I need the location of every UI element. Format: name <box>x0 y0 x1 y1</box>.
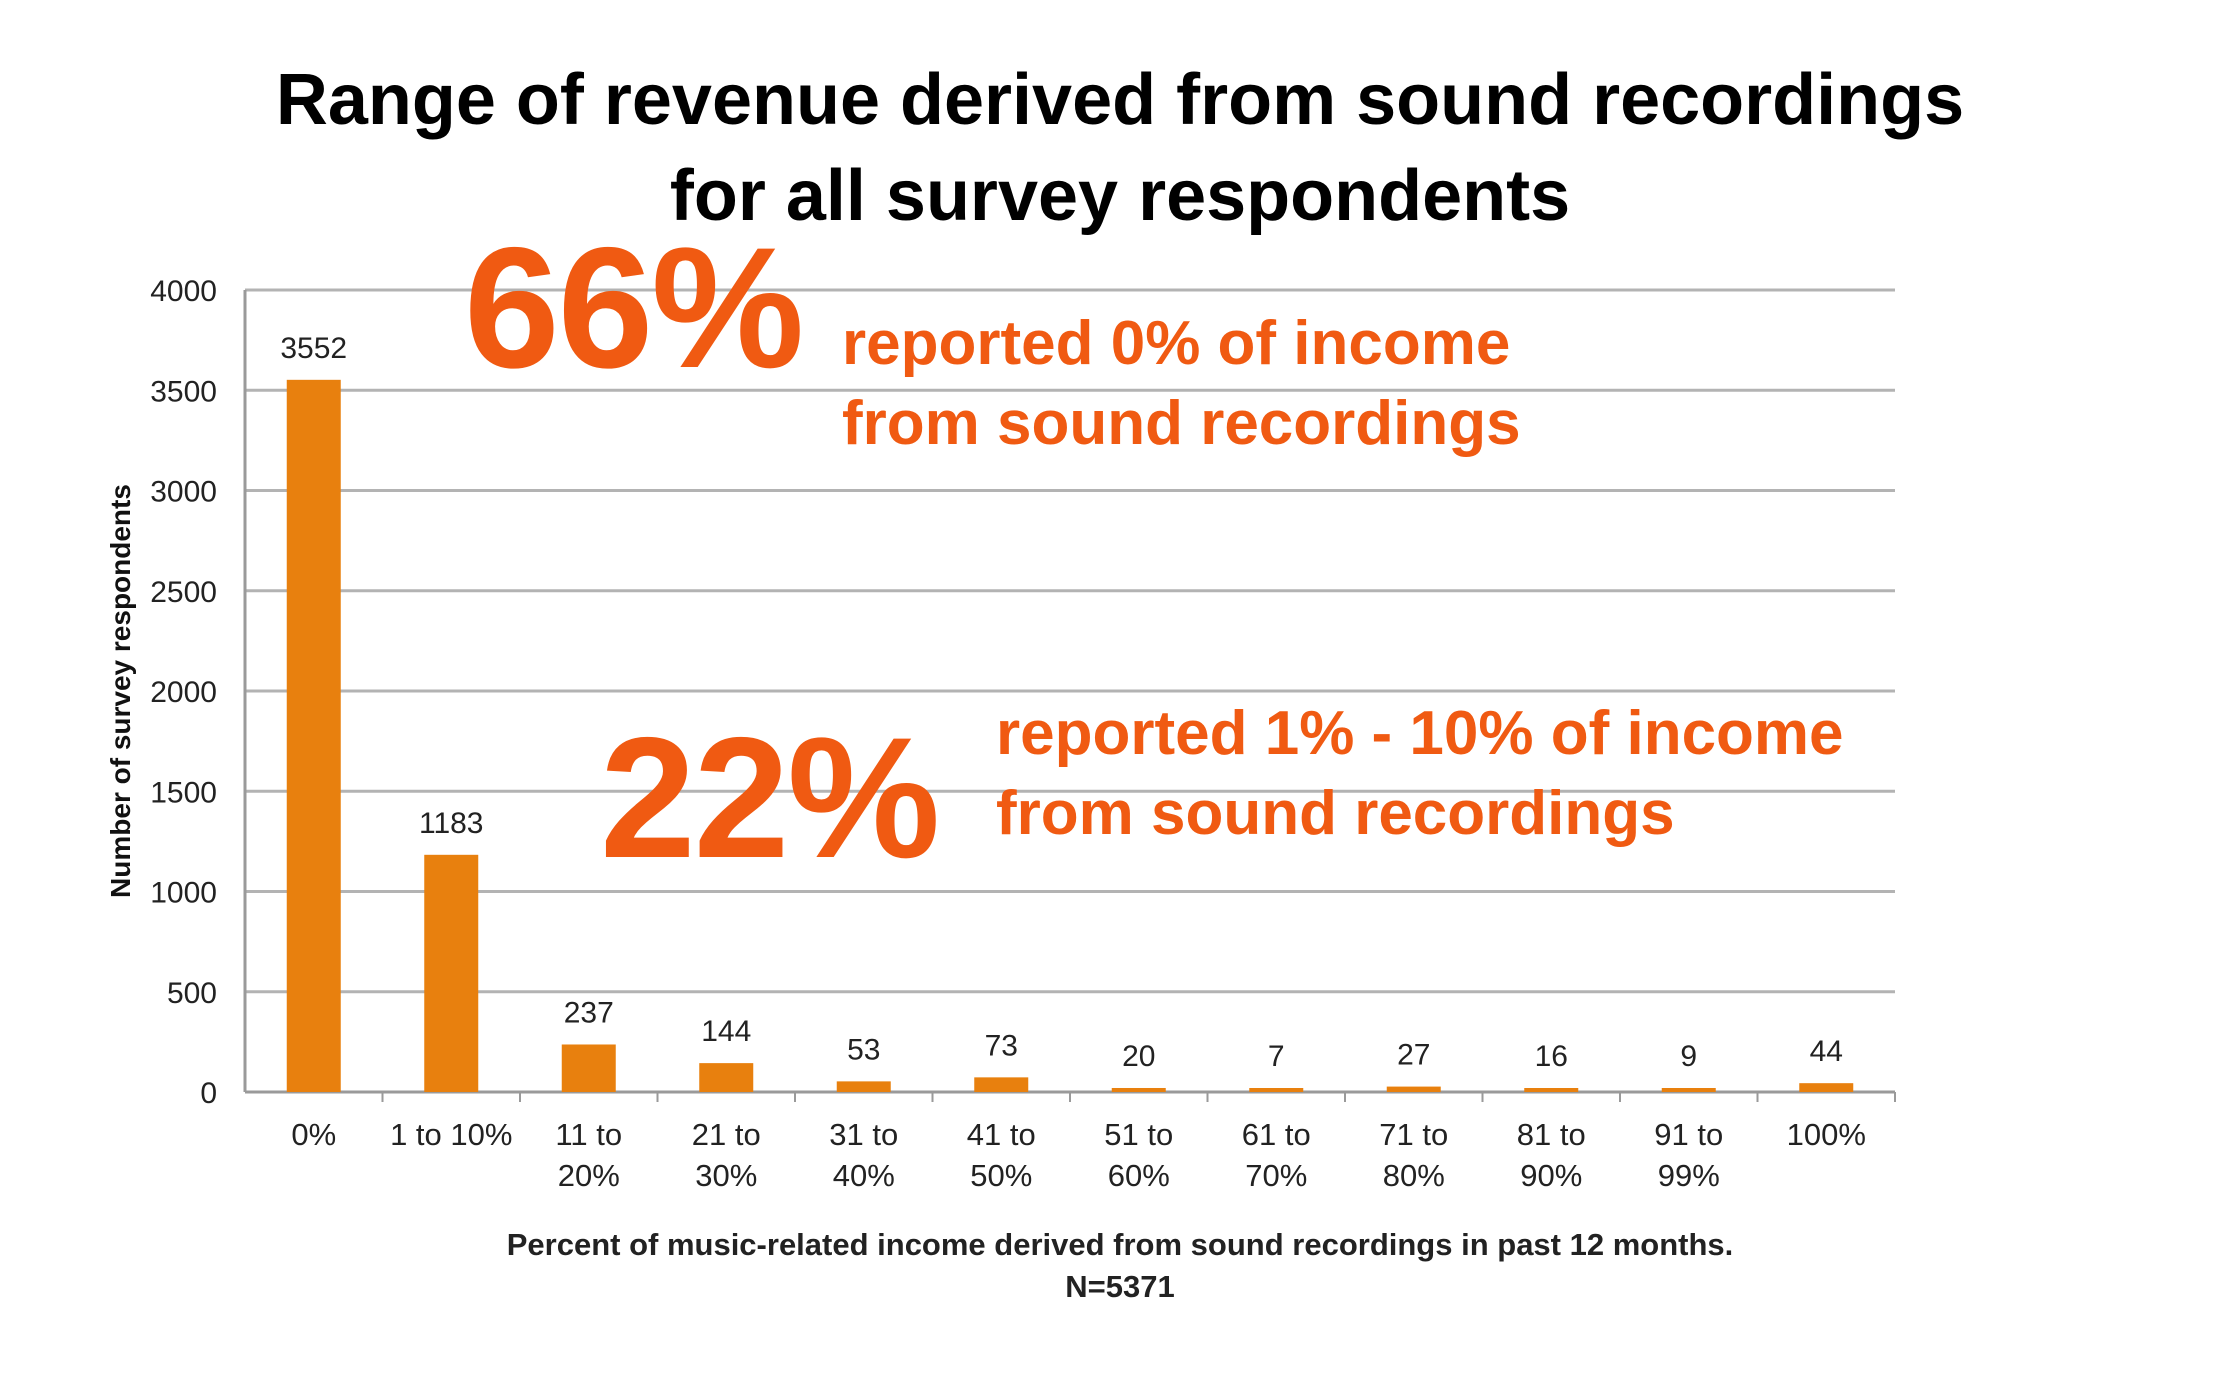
bar-value-label: 53 <box>847 1033 880 1066</box>
y-tick-label: 4000 <box>150 275 217 308</box>
x-tick-label: 30% <box>695 1158 757 1193</box>
callout-66-percent: 66% <box>464 212 804 404</box>
bar <box>974 1077 1029 1092</box>
y-tick-label: 2500 <box>150 576 217 609</box>
bar <box>1524 1088 1579 1092</box>
bar-value-label: 16 <box>1535 1040 1568 1073</box>
x-tick-label: 41 to <box>967 1117 1036 1152</box>
bar-value-label: 9 <box>1680 1040 1697 1073</box>
bar <box>699 1063 754 1092</box>
bar-value-label: 7 <box>1268 1040 1285 1073</box>
bar <box>424 854 479 1092</box>
x-axis-label-text: Percent of music-related income derived … <box>506 1227 1734 1262</box>
x-tick-label: 61 to <box>1242 1117 1311 1152</box>
bar-value-label: 27 <box>1397 1039 1430 1072</box>
x-tick-label: 90% <box>1520 1158 1582 1193</box>
bar-value-label: 3552 <box>280 332 347 365</box>
callout-22-percent: 22% <box>600 702 940 894</box>
x-tick-label: 40% <box>833 1158 895 1193</box>
bar-value-label: 73 <box>985 1029 1018 1062</box>
y-tick-label: 1000 <box>150 877 217 910</box>
x-tick-label: 20% <box>558 1158 620 1193</box>
bar <box>1661 1088 1716 1092</box>
x-tick-label: 21 to <box>692 1117 761 1152</box>
y-tick-label: 3000 <box>150 476 217 509</box>
callout-22-note-line-1: reported 1% - 10% of income <box>996 699 1844 768</box>
x-tick-label: 1 to 10% <box>390 1117 512 1152</box>
bar <box>286 379 341 1093</box>
x-tick-label: 50% <box>970 1158 1032 1193</box>
x-axis-label: Percent of music-related income derived … <box>0 1224 2240 1308</box>
callout-22-note: reported 1% - 10% of income from sound r… <box>996 694 1844 854</box>
y-tick-label: 500 <box>167 977 217 1010</box>
x-tick-label: 31 to <box>829 1117 898 1152</box>
y-tick-label: 3500 <box>150 375 217 408</box>
bar <box>561 1044 616 1092</box>
bar-value-label: 44 <box>1810 1035 1843 1068</box>
x-tick-label: 51 to <box>1104 1117 1173 1152</box>
callout-22-note-line-2: from sound recordings <box>996 779 1675 848</box>
bar-value-label: 20 <box>1122 1040 1155 1073</box>
bar <box>1249 1088 1304 1092</box>
x-axis-sample-size: N=5371 <box>1065 1269 1175 1304</box>
y-tick-label: 2000 <box>150 676 217 709</box>
y-tick-label: 0 <box>200 1077 217 1110</box>
chart-title-line-1: Range of revenue derived from sound reco… <box>275 60 1965 140</box>
bar-value-label: 144 <box>701 1015 751 1048</box>
bar <box>836 1081 891 1092</box>
bar <box>1111 1087 1166 1092</box>
x-tick-label: 60% <box>1108 1158 1170 1193</box>
x-tick-label: 80% <box>1383 1158 1445 1193</box>
x-tick-label: 91 to <box>1654 1117 1723 1152</box>
bar <box>1799 1083 1854 1092</box>
callout-66-note-line-2: from sound recordings <box>842 389 1521 458</box>
x-tick-label: 0% <box>291 1117 336 1152</box>
y-tick-label: 1500 <box>150 776 217 809</box>
callout-66-note-line-1: reported 0% of income <box>842 309 1511 378</box>
x-tick-label: 100% <box>1787 1117 1866 1152</box>
callout-66-note: reported 0% of income from sound recordi… <box>842 304 1521 464</box>
x-tick-label: 81 to <box>1517 1117 1586 1152</box>
y-axis-label: Number of survey respondents <box>105 484 136 898</box>
bar-value-label: 1183 <box>419 807 484 840</box>
x-tick-label: 99% <box>1658 1158 1720 1193</box>
bar-value-label: 237 <box>564 996 614 1029</box>
chart-title: Range of revenue derived from sound reco… <box>0 52 2240 244</box>
chart-title-line-2: for all survey respondents <box>669 156 1571 236</box>
x-tick-label: 11 to <box>555 1117 622 1152</box>
bar <box>1386 1086 1441 1092</box>
x-tick-label: 71 to <box>1379 1117 1448 1152</box>
x-tick-label: 70% <box>1245 1158 1307 1193</box>
